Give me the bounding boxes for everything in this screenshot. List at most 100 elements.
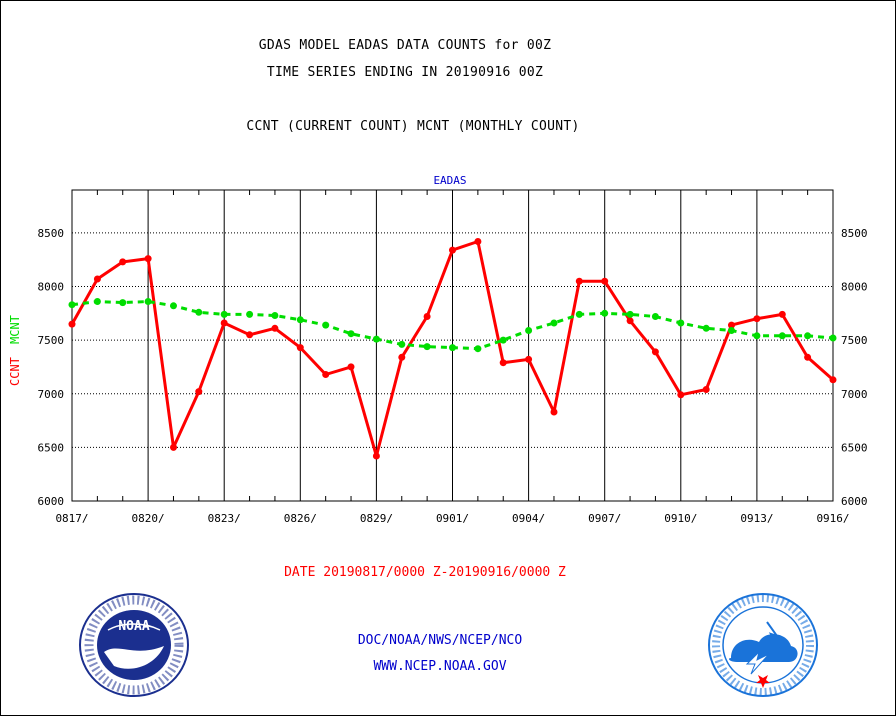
data-point-ccnt bbox=[449, 246, 456, 254]
data-point-ccnt bbox=[372, 452, 380, 460]
data-point-mcnt bbox=[372, 335, 380, 343]
y-tick-label-right: 6500 bbox=[841, 441, 868, 454]
data-point-mcnt bbox=[829, 334, 837, 342]
data-point-mcnt bbox=[499, 336, 507, 344]
data-point-mcnt bbox=[449, 344, 456, 352]
data-point-ccnt bbox=[575, 277, 583, 285]
data-point-ccnt bbox=[702, 386, 710, 393]
y-tick-label-left: 8500 bbox=[38, 227, 65, 240]
data-point-mcnt bbox=[677, 319, 685, 327]
data-point-ccnt bbox=[220, 319, 228, 327]
chart-title-line1: GDAS MODEL EADAS DATA COUNTS for 00Z bbox=[258, 38, 552, 53]
data-point-mcnt bbox=[170, 302, 177, 310]
data-point-mcnt bbox=[601, 309, 609, 317]
data-point-mcnt bbox=[728, 327, 735, 334]
national-weather-service-logo bbox=[708, 593, 818, 697]
date-range-label: DATE 20190817/0000 Z-20190916/0000 Z bbox=[284, 565, 566, 580]
data-point-ccnt bbox=[804, 353, 812, 361]
data-point-mcnt bbox=[119, 299, 127, 307]
data-point-ccnt bbox=[271, 324, 279, 332]
y-tick-label-right: 7500 bbox=[841, 334, 868, 347]
y-axis-label-mcnt: MCNT bbox=[8, 315, 22, 344]
series-layer bbox=[68, 238, 837, 460]
org-label: DOC/NOAA/NWS/NCEP/NCO bbox=[357, 633, 523, 648]
data-point-ccnt bbox=[347, 363, 355, 371]
data-point-mcnt bbox=[778, 332, 786, 340]
y-tick-label-right: 7000 bbox=[841, 388, 868, 401]
data-point-mcnt bbox=[753, 332, 761, 340]
x-tick-label: 0817/ bbox=[55, 512, 88, 525]
data-point-ccnt bbox=[195, 388, 203, 396]
y-tick-label-right: 8500 bbox=[841, 227, 868, 240]
y-tick-label-left: 6000 bbox=[38, 495, 65, 508]
x-tick-label: 0820/ bbox=[132, 512, 165, 525]
data-point-mcnt bbox=[93, 298, 101, 305]
x-tick-label: 0823/ bbox=[208, 512, 241, 525]
data-point-ccnt bbox=[144, 255, 152, 263]
data-point-ccnt bbox=[651, 348, 659, 356]
data-point-ccnt bbox=[474, 238, 482, 245]
x-tick-label: 0910/ bbox=[664, 512, 697, 525]
x-tick-label: 0913/ bbox=[740, 512, 773, 525]
data-point-mcnt bbox=[550, 319, 558, 327]
noaa-logo: NOAA bbox=[79, 593, 189, 697]
data-point-ccnt bbox=[601, 277, 609, 285]
data-point-ccnt bbox=[499, 359, 507, 367]
data-point-mcnt bbox=[702, 324, 710, 332]
data-point-mcnt bbox=[195, 308, 203, 316]
data-point-mcnt bbox=[575, 310, 583, 318]
data-point-mcnt bbox=[651, 313, 659, 320]
x-tick-label: 0907/ bbox=[588, 512, 621, 525]
y-axis-label-ccnt: CCNT bbox=[8, 357, 22, 386]
data-point-mcnt bbox=[271, 312, 279, 319]
plot-frame bbox=[71, 189, 834, 502]
data-point-ccnt bbox=[753, 315, 761, 323]
y-tick-label-right: 8000 bbox=[841, 281, 868, 294]
data-point-mcnt bbox=[423, 343, 431, 351]
chart-title-line3: CCNT (CURRENT COUNT) MCNT (MONTHLY COUNT… bbox=[246, 119, 580, 134]
data-point-ccnt bbox=[296, 344, 304, 352]
data-point-ccnt bbox=[626, 317, 634, 325]
plot-title: EADAS bbox=[433, 174, 466, 187]
data-point-ccnt bbox=[170, 443, 177, 451]
data-point-mcnt bbox=[474, 345, 482, 353]
axis-layer: 6000 6000 6500 6500 7000 7000 7500 7500 8000 8000… bbox=[38, 189, 868, 525]
data-point-ccnt bbox=[728, 321, 735, 329]
data-point-mcnt bbox=[220, 310, 228, 318]
data-point-ccnt bbox=[778, 310, 786, 318]
data-point-ccnt bbox=[550, 408, 558, 416]
data-point-ccnt bbox=[525, 355, 533, 363]
data-point-ccnt bbox=[423, 313, 431, 320]
x-tick-label: 0901/ bbox=[436, 512, 469, 525]
data-point-ccnt bbox=[119, 258, 127, 266]
data-point-ccnt bbox=[322, 371, 330, 378]
data-point-mcnt bbox=[296, 316, 304, 324]
y-tick-label-left: 7000 bbox=[38, 388, 65, 401]
data-point-ccnt bbox=[93, 275, 101, 283]
data-point-ccnt bbox=[829, 376, 837, 384]
data-point-mcnt bbox=[68, 301, 76, 309]
y-tick-label-left: 6500 bbox=[38, 441, 65, 454]
data-point-mcnt bbox=[525, 327, 533, 334]
data-point-mcnt bbox=[246, 310, 254, 318]
x-tick-label: 0826/ bbox=[284, 512, 317, 525]
data-point-ccnt bbox=[246, 331, 254, 339]
data-point-ccnt bbox=[677, 391, 685, 399]
data-point-mcnt bbox=[626, 310, 634, 318]
y-tick-label-right: 6000 bbox=[841, 495, 868, 508]
data-point-mcnt bbox=[322, 321, 330, 329]
x-tick-label: 0916/ bbox=[816, 512, 849, 525]
data-point-mcnt bbox=[347, 330, 355, 338]
x-tick-label: 0904/ bbox=[512, 512, 545, 525]
x-tick-label: 0829/ bbox=[360, 512, 393, 525]
data-point-ccnt bbox=[68, 320, 76, 328]
data-point-mcnt bbox=[144, 298, 152, 305]
y-tick-label-left: 8000 bbox=[38, 281, 65, 294]
y-tick-label-left: 7500 bbox=[38, 334, 65, 347]
chart-title-line2: TIME SERIES ENDING IN 20190916 00Z bbox=[266, 65, 544, 80]
data-point-mcnt bbox=[804, 332, 812, 340]
data-point-mcnt bbox=[398, 340, 406, 348]
data-point-ccnt bbox=[398, 353, 406, 361]
website-label: WWW.NCEP.NOAA.GOV bbox=[373, 659, 507, 674]
